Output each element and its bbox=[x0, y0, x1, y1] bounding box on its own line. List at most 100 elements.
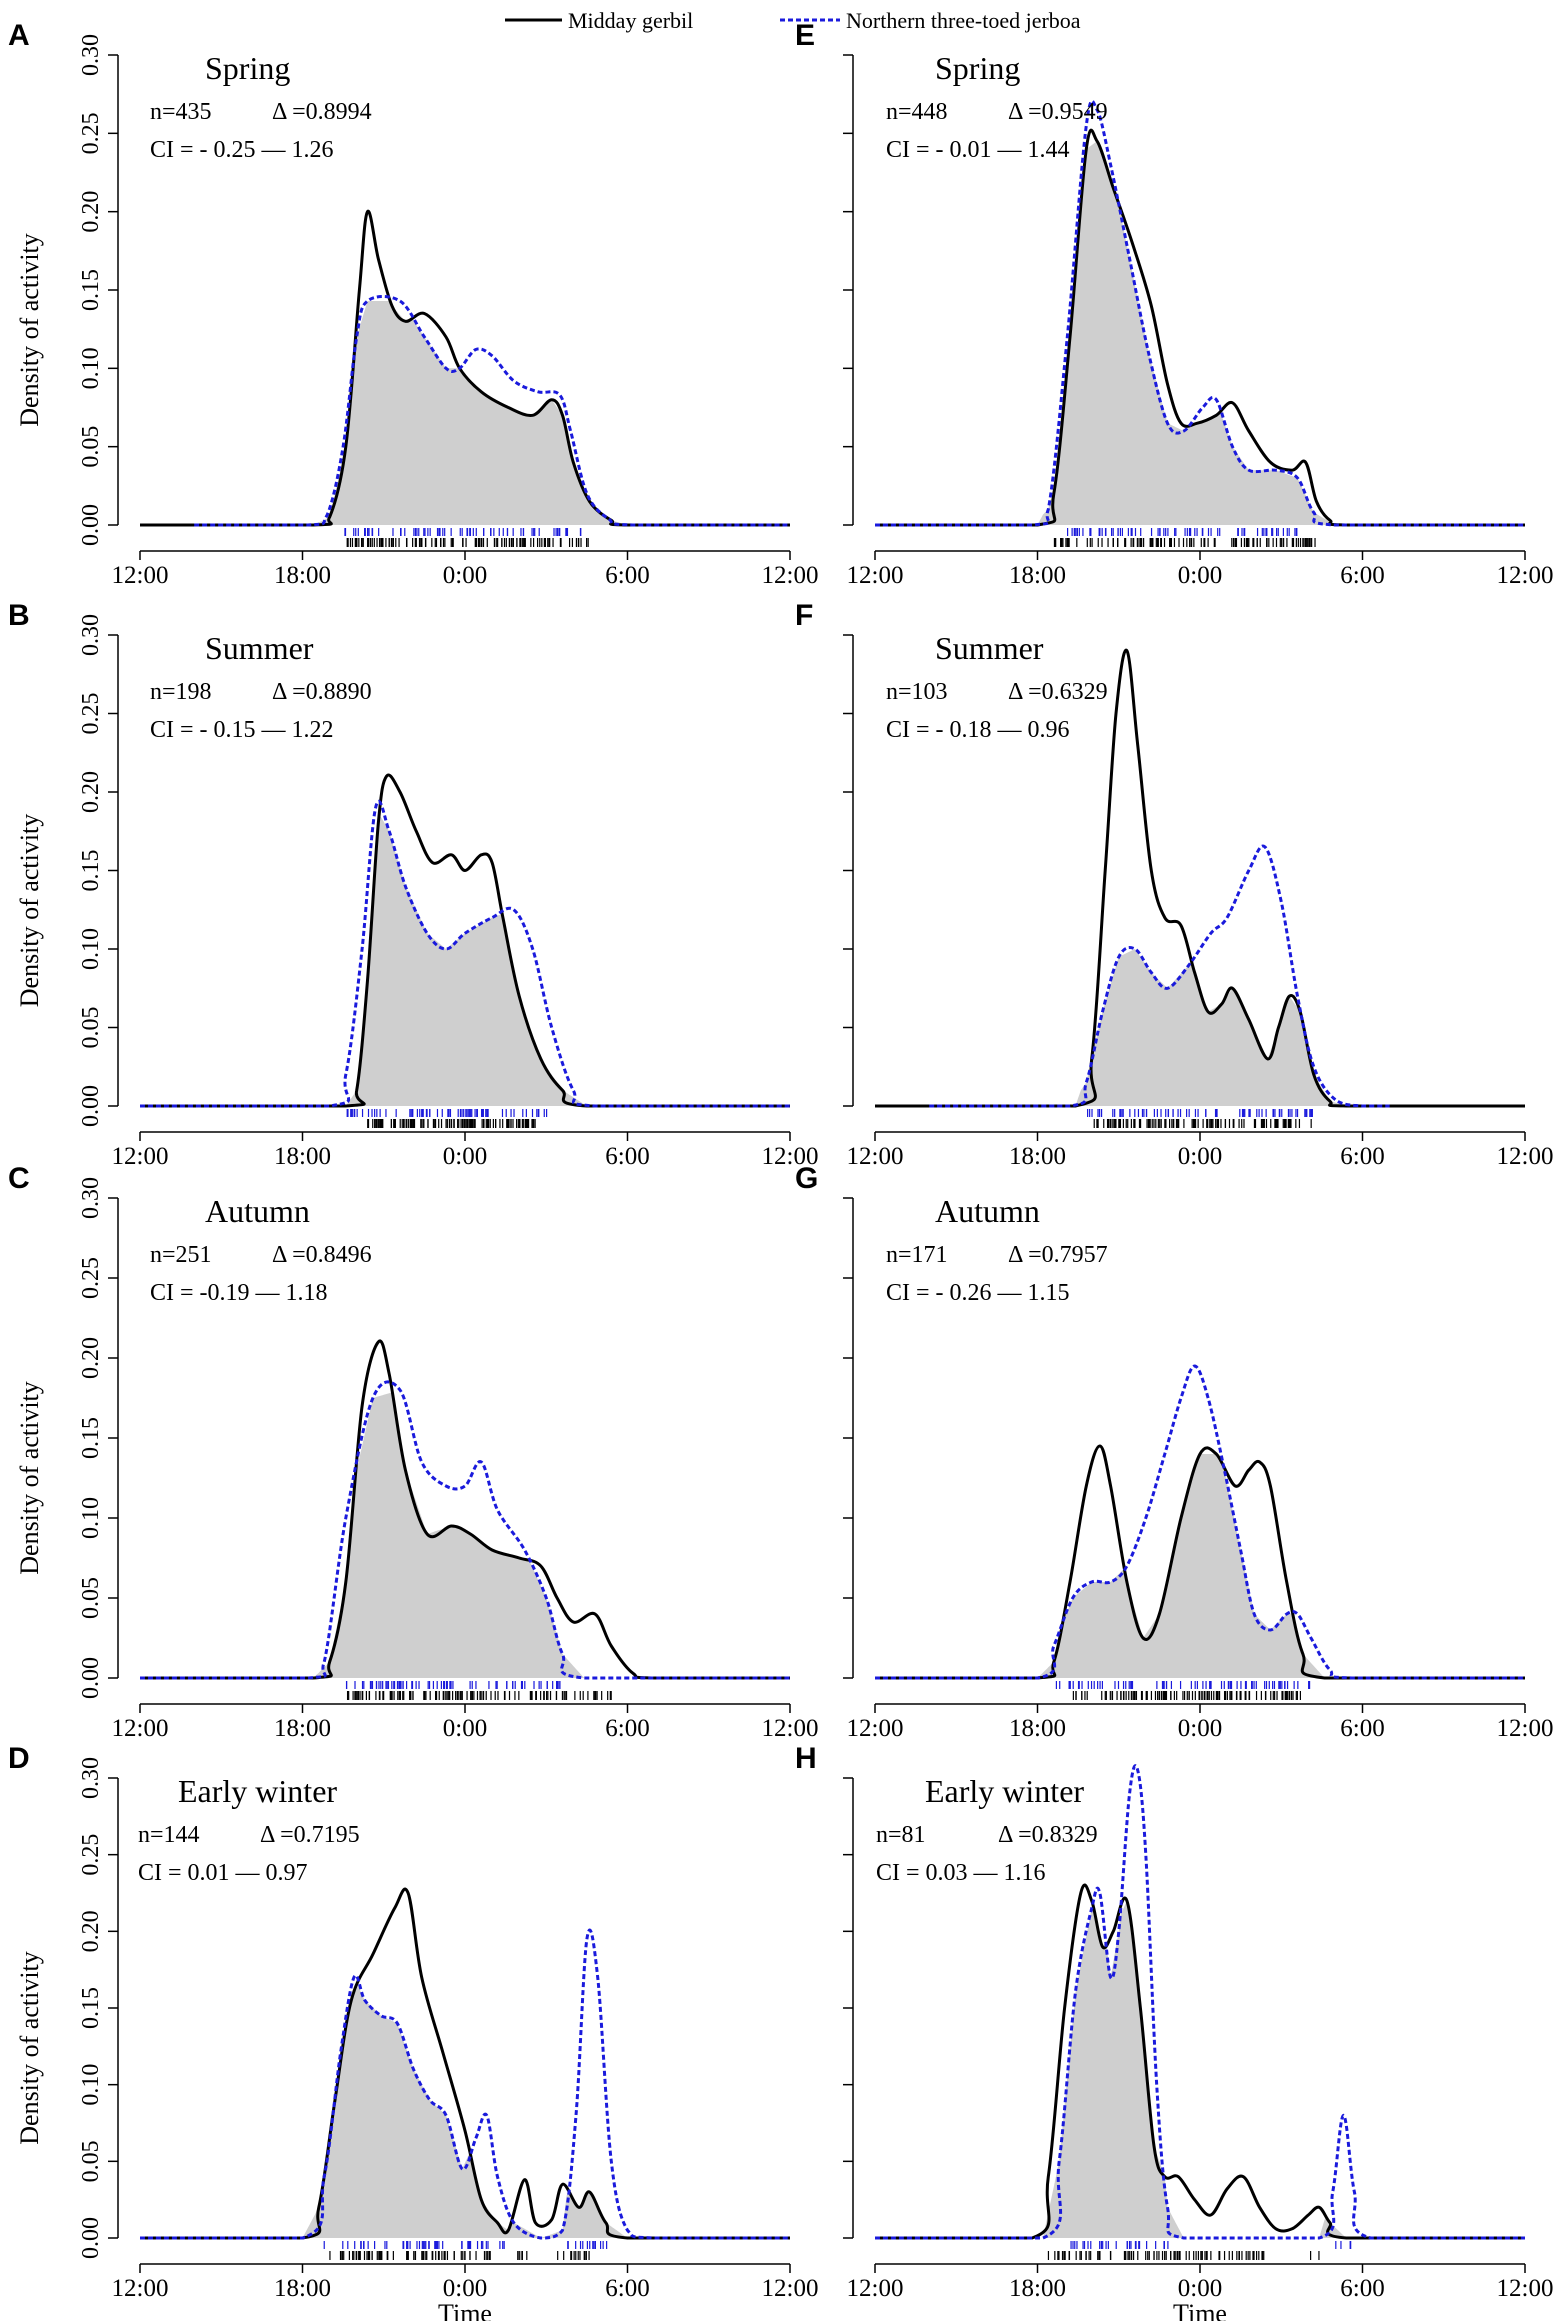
panel-letter: D bbox=[8, 1742, 30, 1775]
season-title: Early winter bbox=[178, 1773, 337, 1809]
x-tick-label: 18:00 bbox=[274, 1715, 331, 1742]
season-title: Summer bbox=[935, 630, 1044, 666]
season-title: Early winter bbox=[925, 1773, 1084, 1809]
y-tick-label: 0.00 bbox=[78, 1085, 104, 1127]
panel-letter: A bbox=[8, 19, 30, 52]
y-tick-label: 0.25 bbox=[78, 693, 104, 735]
series-line-jerboa bbox=[140, 1380, 790, 1680]
y-tick-label: 0.15 bbox=[78, 1417, 104, 1459]
series-line-gerbil bbox=[140, 1339, 790, 1680]
overlap-area bbox=[875, 141, 1525, 525]
series-line-jerboa bbox=[875, 99, 1525, 527]
y-tick-label: 0.15 bbox=[78, 1987, 104, 2029]
panel-letter: E bbox=[795, 19, 815, 52]
y-tick-label: 0.05 bbox=[78, 1007, 104, 1049]
x-tick-label: 12:00 bbox=[1497, 2275, 1554, 2302]
x-tick-label: 0:00 bbox=[443, 1715, 487, 1742]
x-tick-label: 6:00 bbox=[605, 2275, 649, 2302]
panel-D: D 0.00 0.05 0.10 0.15 0.20 0.25 0.30 Density of … bbox=[8, 1742, 818, 2321]
ci-label: CI = - 0.01 — 1.44 bbox=[886, 137, 1070, 163]
panel-F: F 12:00 18:00 0:00 6:00 12:00 Summer n=103 Δ =0.… bbox=[795, 599, 1553, 1170]
y-tick-label: 0.00 bbox=[78, 504, 104, 546]
y-tick-label: 0.00 bbox=[78, 2217, 104, 2259]
delta-label: Δ =0.7957 bbox=[1008, 1242, 1108, 1268]
x-tick-label: 12:00 bbox=[847, 2275, 904, 2302]
x-tick-label: 12:00 bbox=[112, 2275, 169, 2302]
y-tick-label: 0.20 bbox=[78, 1910, 104, 1952]
x-tick-label: 18:00 bbox=[274, 562, 331, 589]
y-tick-label: 0.30 bbox=[78, 1177, 104, 1219]
y-tick-label: 0.05 bbox=[78, 426, 104, 468]
delta-label: Δ =0.8329 bbox=[998, 1822, 1098, 1848]
y-tick-label: 0.20 bbox=[78, 771, 104, 813]
ci-label: CI = -0.19 — 1.18 bbox=[150, 1280, 328, 1306]
overlap-area bbox=[140, 1986, 790, 2238]
series-line-gerbil bbox=[875, 1444, 1525, 1680]
overlap-area bbox=[875, 949, 1525, 1106]
y-tick-label: 0.30 bbox=[78, 34, 104, 76]
panel-H: H 12:00 18:00 0:00 6:00 12:00 Time Early winter… bbox=[795, 1742, 1553, 2321]
x-tick-label: 0:00 bbox=[443, 562, 487, 589]
panel-letter: C bbox=[8, 1162, 30, 1195]
overlap-area bbox=[140, 301, 790, 525]
x-tick-label: 0:00 bbox=[1178, 1143, 1222, 1170]
delta-label: Δ =0.8890 bbox=[272, 679, 372, 705]
x-tick-label: 6:00 bbox=[1340, 1143, 1384, 1170]
series-line-jerboa bbox=[140, 799, 790, 1108]
series-line-gerbil bbox=[875, 128, 1525, 527]
series-line-jerboa bbox=[194, 295, 790, 527]
n-label: n=198 bbox=[150, 679, 212, 705]
x-tick-label: 18:00 bbox=[1009, 2275, 1066, 2302]
y-tick-label: 0.10 bbox=[78, 928, 104, 970]
x-tick-label: 12:00 bbox=[1497, 1715, 1554, 1742]
n-label: n=448 bbox=[886, 99, 948, 125]
y-tick-label: 0.10 bbox=[78, 1497, 104, 1539]
season-title: Summer bbox=[205, 630, 314, 666]
y-tick-label: 0.30 bbox=[78, 1757, 104, 1799]
y-tick-label: 0.25 bbox=[78, 1834, 104, 1876]
ci-label: CI = 0.01 — 0.97 bbox=[138, 1860, 308, 1886]
delta-label: Δ =0.8994 bbox=[272, 99, 372, 125]
season-title: Autumn bbox=[205, 1193, 310, 1229]
n-label: n=435 bbox=[150, 99, 212, 125]
x-tick-label: 0:00 bbox=[1178, 1715, 1222, 1742]
x-tick-label: 0:00 bbox=[443, 2275, 487, 2302]
x-tick-label: 6:00 bbox=[1340, 2275, 1384, 2302]
series-line-jerboa bbox=[139, 1928, 790, 2240]
x-tick-label: 18:00 bbox=[1009, 562, 1066, 589]
n-label: n=103 bbox=[886, 679, 948, 705]
panel-G: G 12:00 18:00 0:00 6:00 12:00 Autumn n=171 Δ =0.… bbox=[795, 1162, 1553, 1742]
x-tick-label: 0:00 bbox=[1178, 562, 1222, 589]
series-line-gerbil bbox=[140, 210, 790, 527]
overlap-area bbox=[140, 1392, 790, 1678]
season-title: Spring bbox=[205, 50, 290, 86]
x-tick-label: 6:00 bbox=[1340, 1715, 1384, 1742]
y-tick-label: 0.25 bbox=[78, 1257, 104, 1299]
panel-E: E 12:00 18:00 0:00 6:00 12:00 Spring n=448 Δ =0.… bbox=[795, 19, 1553, 589]
series-line-jerboa bbox=[874, 1764, 1525, 2240]
series-line-gerbil bbox=[874, 1883, 1525, 2240]
x-tick-label: 12:00 bbox=[112, 562, 169, 589]
season-title: Spring bbox=[935, 50, 1020, 86]
delta-label: Δ =0.8496 bbox=[272, 1242, 372, 1268]
x-tick-label: 6:00 bbox=[1340, 562, 1384, 589]
y-tick-label: 0.30 bbox=[78, 614, 104, 656]
y-tick-label: 0.15 bbox=[78, 850, 104, 892]
series-line-jerboa bbox=[929, 844, 1390, 1108]
legend-gerbil-label: Midday gerbil bbox=[568, 8, 693, 33]
x-tick-label: 0:00 bbox=[1178, 2275, 1222, 2302]
n-label: n=81 bbox=[876, 1822, 926, 1848]
y-tick-label: 0.25 bbox=[78, 112, 104, 154]
ci-label: CI = - 0.18 — 0.96 bbox=[886, 717, 1070, 743]
x-tick-label: 12:00 bbox=[112, 1143, 169, 1170]
y-tick-label: 0.05 bbox=[78, 1577, 104, 1619]
ci-label: CI = - 0.26 — 1.15 bbox=[886, 1280, 1070, 1306]
y-tick-label: 0.20 bbox=[78, 191, 104, 233]
y-tick-label: 0.10 bbox=[78, 347, 104, 389]
delta-label: Δ =0.7195 bbox=[260, 1822, 360, 1848]
panel-letter: B bbox=[8, 599, 30, 632]
x-tick-label: 18:00 bbox=[274, 2275, 331, 2302]
y-tick-label: 0.20 bbox=[78, 1337, 104, 1379]
legend: Midday gerbil Northern three-toed jerboa bbox=[505, 8, 1081, 33]
n-label: n=144 bbox=[138, 1822, 200, 1848]
